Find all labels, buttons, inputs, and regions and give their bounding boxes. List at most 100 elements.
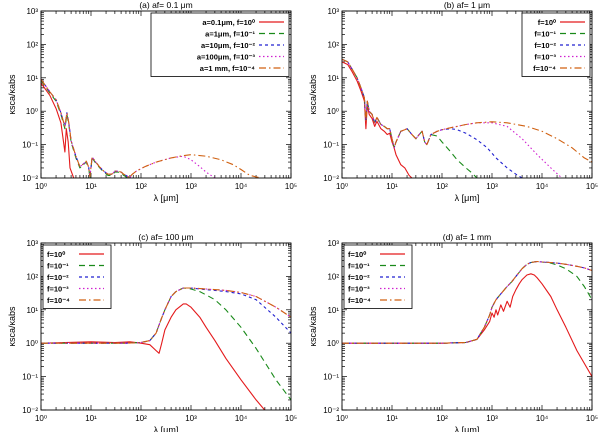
chart-title: (c) af= 100 μm bbox=[138, 232, 193, 242]
legend-label: a=1μm, f=10⁻¹ bbox=[205, 30, 255, 39]
legend-label: a=0.1μm, f=10⁰ bbox=[202, 18, 256, 27]
plot-frame bbox=[40, 10, 292, 179]
x-tick-label: 10⁴ bbox=[536, 414, 549, 423]
y-tick-label: 10³ bbox=[327, 239, 339, 248]
x-tick-label: 10² bbox=[135, 182, 147, 191]
x-tick-label: 10² bbox=[436, 414, 448, 423]
legend-label: f=10⁻¹ bbox=[47, 262, 69, 271]
plot-frame bbox=[40, 242, 292, 411]
y-tick-label: 10⁻¹ bbox=[323, 373, 339, 382]
x-tick-label: 10³ bbox=[185, 414, 197, 423]
series-line-0 bbox=[41, 82, 82, 178]
series-line-4 bbox=[41, 78, 262, 178]
y-tick-label: 10⁻² bbox=[323, 174, 339, 183]
y-tick-label: 10⁻² bbox=[22, 406, 38, 415]
series-line-0 bbox=[41, 303, 266, 410]
y-tick-label: 10⁻¹ bbox=[22, 141, 38, 150]
y-axis-label: κsca/κabs bbox=[308, 306, 318, 347]
x-tick-label: 10¹ bbox=[85, 414, 97, 423]
y-tick-label: 10⁰ bbox=[26, 107, 38, 116]
legend-label: a=1 mm, f=10⁻⁴ bbox=[200, 64, 255, 73]
x-tick-label: 10⁰ bbox=[35, 182, 47, 191]
legend-label: f=10⁰ bbox=[348, 250, 367, 259]
series-group bbox=[41, 287, 291, 410]
legend-label: f=10⁻³ bbox=[348, 285, 370, 294]
legend-label: f=10⁻³ bbox=[534, 53, 556, 62]
legend-label: f=10⁻¹ bbox=[348, 262, 370, 271]
chart-panel-1: 10⁰ 10¹ 10² 10³ 10⁴ 10⁵ 10⁻² 10⁻¹ 10⁰ 10¹ 10² 10³ (b… bbox=[308, 0, 598, 203]
y-axis-label: κsca/κabs bbox=[7, 74, 17, 115]
y-tick-label: 10⁰ bbox=[26, 339, 38, 348]
legend-label: f=10⁻¹ bbox=[534, 30, 556, 39]
x-tick-label: 10⁵ bbox=[285, 414, 297, 423]
y-tick-label: 10⁰ bbox=[327, 339, 339, 348]
x-tick-label: 10⁵ bbox=[586, 182, 598, 191]
y-tick-label: 10¹ bbox=[26, 306, 38, 315]
x-tick-label: 10² bbox=[135, 414, 147, 423]
chart-panel-2: 10⁰ 10¹ 10² 10³ 10⁴ 10⁵ 10⁻² 10⁻¹ 10⁰ 10¹ 10² 10³ (c… bbox=[7, 232, 297, 432]
x-tick-label: 10⁵ bbox=[285, 182, 297, 191]
x-tick-label: 10³ bbox=[185, 182, 197, 191]
chart-panel-3: 10⁰ 10¹ 10² 10³ 10⁴ 10⁵ 10⁻² 10⁻¹ 10⁰ 10¹ 10² 10³ (d… bbox=[308, 232, 598, 432]
x-tick-label: 10⁵ bbox=[586, 414, 598, 423]
series-line-3 bbox=[342, 58, 563, 178]
series-group bbox=[342, 58, 592, 178]
y-tick-label: 10³ bbox=[327, 7, 339, 16]
legend-label: a=100μm, f=10⁻³ bbox=[197, 53, 256, 62]
legend-label: f=10⁻³ bbox=[47, 285, 69, 294]
legend-label: f=10⁻⁴ bbox=[348, 296, 371, 305]
series-line-2 bbox=[342, 58, 523, 178]
x-tick-label: 10⁰ bbox=[336, 182, 348, 191]
legend-label: f=10⁻² bbox=[534, 41, 556, 50]
y-tick-label: 10⁻² bbox=[323, 406, 339, 415]
x-axis-label: λ [μm] bbox=[455, 425, 480, 432]
chart-title: (a) af= 0.1 μm bbox=[139, 0, 192, 10]
legend-label: f=10⁻⁴ bbox=[47, 296, 70, 305]
legend-label: f=10⁻⁴ bbox=[533, 64, 556, 73]
series-line-1 bbox=[342, 58, 478, 178]
chart-title: (d) af= 1 mm bbox=[443, 232, 491, 242]
y-tick-label: 10⁻¹ bbox=[323, 141, 339, 150]
x-tick-label: 10¹ bbox=[85, 182, 97, 191]
y-tick-label: 10⁻¹ bbox=[22, 373, 38, 382]
plot-frame bbox=[341, 242, 593, 411]
y-tick-label: 10² bbox=[327, 40, 339, 49]
x-axis-label: λ [μm] bbox=[455, 193, 480, 203]
series-group bbox=[41, 78, 262, 178]
x-tick-label: 10⁰ bbox=[336, 414, 348, 423]
y-tick-label: 10² bbox=[26, 40, 38, 49]
legend: f=10⁰ f=10⁻¹ f=10⁻² f=10⁻³ f=10⁻⁴ bbox=[343, 244, 413, 309]
plot-frame bbox=[341, 10, 593, 179]
legend: f=10⁰ f=10⁻¹ f=10⁻² f=10⁻³ f=10⁻⁴ bbox=[521, 12, 591, 77]
y-tick-label: 10⁰ bbox=[327, 107, 339, 116]
x-tick-label: 10¹ bbox=[386, 414, 398, 423]
chart-title: (b) af= 1 μm bbox=[444, 0, 490, 10]
x-tick-label: 10⁴ bbox=[536, 182, 549, 191]
y-tick-label: 10² bbox=[26, 272, 38, 281]
y-axis-label: κsca/κabs bbox=[7, 306, 17, 347]
series-line-3 bbox=[41, 78, 216, 178]
x-tick-label: 10¹ bbox=[386, 182, 398, 191]
series-line-4 bbox=[41, 287, 291, 344]
y-tick-label: 10³ bbox=[26, 239, 38, 248]
series-line-0 bbox=[342, 273, 592, 377]
y-axis-label: κsca/κabs bbox=[308, 74, 318, 115]
series-line-0 bbox=[342, 61, 413, 178]
legend-label: f=10⁻² bbox=[348, 273, 370, 282]
y-tick-label: 10¹ bbox=[26, 74, 38, 83]
series-line-4 bbox=[342, 58, 592, 163]
legend: f=10⁰ f=10⁻¹ f=10⁻² f=10⁻³ f=10⁻⁴ bbox=[42, 244, 112, 309]
series-group bbox=[342, 260, 592, 377]
legend-label: a=10μm, f=10⁻² bbox=[201, 41, 255, 50]
x-tick-label: 10² bbox=[436, 182, 448, 191]
y-tick-label: 10¹ bbox=[327, 306, 339, 315]
x-tick-label: 10³ bbox=[486, 182, 498, 191]
x-axis-label: λ [μm] bbox=[154, 193, 179, 203]
x-tick-label: 10³ bbox=[486, 414, 498, 423]
legend: a=0.1μm, f=10⁰ a=1μm, f=10⁻¹ a=10μm, f=10⁻… bbox=[150, 12, 290, 77]
y-tick-label: 10² bbox=[327, 272, 339, 281]
chart-panel-0: 10⁰ 10¹ 10² 10³ 10⁴ 10⁵ 10⁻² 10⁻¹ 10⁰ 10¹ 10² 10³ (a… bbox=[7, 0, 297, 203]
legend-label: f=10⁰ bbox=[47, 250, 66, 259]
y-tick-label: 10³ bbox=[26, 7, 38, 16]
